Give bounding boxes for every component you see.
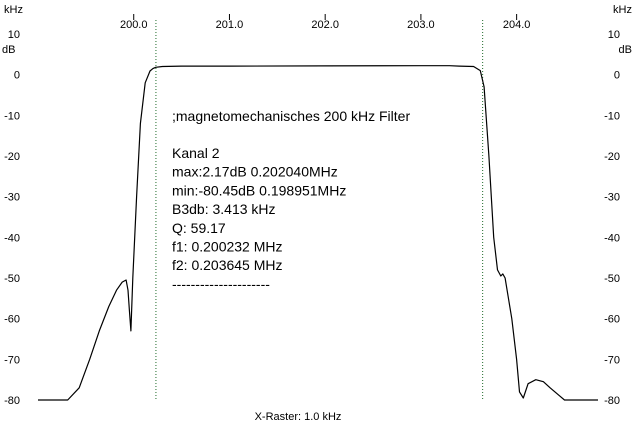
y-tick-label-right: -50 [604, 273, 620, 285]
y-tick-label: -60 [4, 314, 20, 326]
y-tick-label: -20 [4, 151, 20, 163]
y-tick-label-right: -30 [604, 192, 620, 204]
y-tick-label-right: 0 [614, 70, 620, 82]
info-line: --------------------- [172, 276, 270, 292]
info-line: f1: 0.200232 MHz [172, 239, 283, 255]
x-tick-label: 201.0 [216, 19, 244, 31]
info-line: Q: 59.17 [172, 220, 226, 236]
info-line: max:2.17dB 0.202040MHz [172, 164, 338, 180]
series-group [38, 65, 598, 401]
info-title: ;magnetomechanisches 200 kHz Filter [172, 108, 410, 124]
x-unit-label: kHz [4, 4, 23, 16]
y-tick-label-right: -80 [604, 395, 620, 407]
measurement-info: ;magnetomechanisches 200 kHz Filter Kanal… [172, 108, 410, 292]
y-tick-label-right: -60 [604, 314, 620, 326]
info-line: B3db: 3.413 kHz [172, 201, 276, 217]
y-tick-label: -40 [4, 232, 20, 244]
y-tick-label: 0 [14, 70, 20, 82]
y-tick-label: 10 [8, 29, 20, 41]
y-tick-label-right: 10 [608, 29, 620, 41]
y-tick-label: -50 [4, 273, 20, 285]
info-line: f2: 0.203645 MHz [172, 257, 283, 273]
y-tick-label: -70 [4, 354, 20, 366]
y-tick-label-right: -10 [604, 110, 620, 122]
y-axis-left: 10 0 -10 -20 -30 -40 -50 -60 -70 -80 [4, 29, 20, 407]
x-unit-label-right: kHz [613, 4, 632, 16]
y-tick-label-right: -20 [604, 151, 620, 163]
y-tick-label: -10 [4, 110, 20, 122]
series-line-kanal-2 [38, 65, 598, 401]
y-unit-label-right: dB [619, 44, 632, 56]
x-tick-label: 202.0 [311, 19, 339, 31]
info-line: min:-80.45dB 0.198951MHz [172, 182, 346, 198]
x-tick-label: 204.0 [503, 19, 531, 31]
y-unit-label: dB [2, 44, 15, 56]
x-tick-label: 200.0 [120, 19, 148, 31]
x-raster-label: X-Raster: 1.0 kHz [255, 411, 342, 423]
x-tick-label: 203.0 [407, 19, 435, 31]
y-tick-label: -80 [4, 395, 20, 407]
x-axis-top: 200.0 201.0 202.0 203.0 204.0 [120, 14, 530, 31]
frequency-markers [155, 20, 484, 400]
y-tick-label: -30 [4, 192, 20, 204]
y-tick-label-right: -70 [604, 354, 620, 366]
info-line: Kanal 2 [172, 145, 220, 161]
y-axis-right: 10 0 -10 -20 -30 -40 -50 -60 -70 -80 [604, 29, 620, 407]
y-tick-label-right: -40 [604, 232, 620, 244]
